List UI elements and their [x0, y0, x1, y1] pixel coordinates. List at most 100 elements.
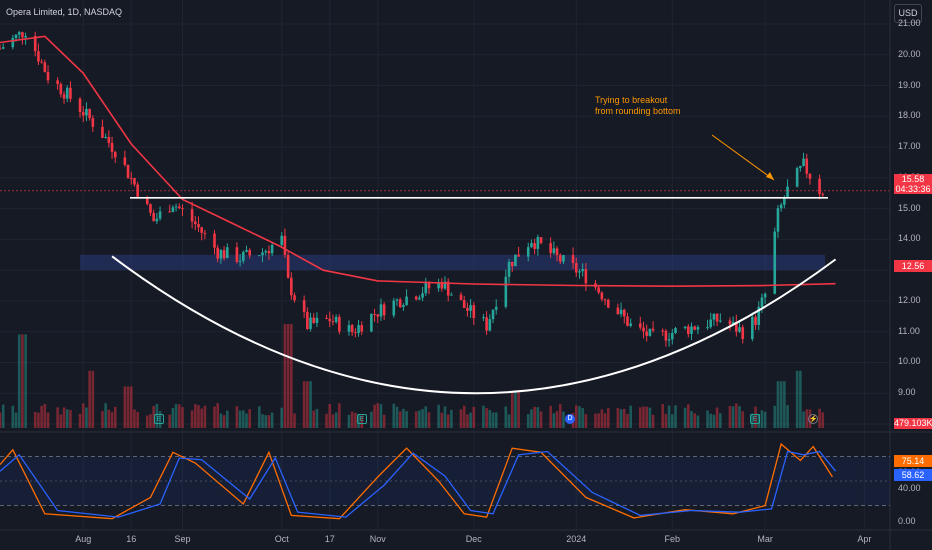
volume-bar [584, 414, 588, 428]
volume-bar [651, 414, 655, 428]
candle-body [325, 317, 328, 319]
candle-body [485, 317, 488, 331]
volume-bar [21, 334, 24, 428]
candle-body [59, 83, 63, 95]
stoch-d-tag: 58.62 [894, 469, 932, 481]
candle-body [706, 327, 709, 329]
earnings-badge[interactable]: E [357, 414, 367, 424]
candle-body [664, 330, 668, 341]
candle-body [533, 243, 536, 249]
candle-body [334, 316, 338, 322]
earnings-badge[interactable]: E [154, 414, 164, 424]
dividend-badge[interactable]: D [565, 414, 575, 424]
volume-bar [638, 407, 642, 428]
candle-body [683, 326, 687, 329]
candle-body [280, 235, 284, 245]
candle-body [616, 307, 620, 315]
earnings-badge[interactable]: E [750, 414, 760, 424]
candle-body [712, 313, 716, 320]
candle-body [462, 300, 466, 308]
volume-bar [200, 408, 203, 428]
candle-body [338, 316, 341, 332]
volume-bar [306, 381, 309, 428]
volume-bar [174, 404, 178, 428]
candle-body [690, 326, 693, 335]
volume-bar [472, 406, 476, 428]
candle-body [357, 325, 360, 334]
volume-bar [235, 406, 239, 428]
candle-body [606, 299, 610, 308]
candle-body [193, 221, 197, 225]
stoch-tick-label: 0.00 [898, 516, 916, 526]
volume-bar [238, 410, 242, 428]
candle-body [671, 333, 674, 340]
candle-body [33, 35, 37, 52]
volume-bar [514, 391, 517, 428]
volume-bar [443, 406, 447, 428]
volume-bar [648, 407, 652, 428]
volume-bar [85, 407, 88, 428]
candle-body [190, 209, 194, 222]
volume-bar [626, 413, 629, 428]
candle-body [696, 327, 700, 330]
candle-body [88, 108, 91, 119]
volume-bar [712, 414, 716, 428]
volume-bar [325, 413, 328, 428]
volume-bar [126, 386, 130, 428]
volume-bar [248, 409, 252, 428]
candle-body [674, 328, 677, 334]
split-badge[interactable]: ⚡ [808, 414, 818, 424]
volume-bar [283, 324, 287, 428]
volume-bar [661, 404, 664, 428]
candle-body [629, 323, 632, 326]
candle-body [238, 260, 242, 262]
candle-body [571, 255, 575, 264]
volume-bar [427, 412, 431, 428]
candle-body [552, 248, 556, 254]
currency-button[interactable]: USD [894, 4, 922, 23]
candle-body [786, 186, 789, 199]
stoch-line-d [0, 450, 837, 518]
candle-body [530, 243, 533, 248]
volume-bar [629, 405, 632, 428]
candle-body [382, 304, 386, 316]
candle-body [181, 208, 184, 210]
price-tick-label: 11.00 [898, 325, 920, 336]
volume-bar [494, 412, 498, 428]
volume-bar [133, 409, 136, 428]
candle-body [267, 251, 271, 254]
volume-bar [270, 412, 274, 428]
volume-bar [245, 413, 248, 428]
volume-bar [59, 414, 63, 428]
volume-bar [754, 406, 757, 428]
volume-bar [446, 414, 450, 428]
candle-body [402, 305, 405, 308]
candle-body [200, 227, 203, 233]
volume-bar [373, 404, 376, 428]
time-tick-label: Sep [174, 534, 191, 544]
volume-bar [779, 381, 783, 428]
candle-body [757, 306, 761, 325]
candle-body [155, 218, 159, 222]
volume-bar [149, 414, 152, 428]
candle-body [347, 325, 351, 332]
candle-body [235, 247, 239, 262]
candle-body [21, 32, 24, 38]
chart-title[interactable]: Opera Limited, 1D, NASDAQ [6, 7, 123, 17]
volume-bar [81, 403, 85, 428]
stoch-k-tag: 75.14 [894, 455, 932, 467]
price-tick-label: 9.00 [898, 387, 916, 398]
volume-bar [507, 414, 511, 428]
volume-bar [203, 405, 207, 428]
candle-body [245, 250, 248, 252]
candle-body [24, 35, 27, 38]
volume-bar [606, 408, 610, 428]
volume-bar [197, 405, 200, 428]
candle-body [158, 211, 162, 219]
volume-bar [309, 381, 312, 428]
candle-body [37, 51, 40, 62]
price-tick-label: 18.00 [898, 110, 921, 121]
candle-body [805, 158, 809, 174]
volume-bar [581, 408, 584, 428]
